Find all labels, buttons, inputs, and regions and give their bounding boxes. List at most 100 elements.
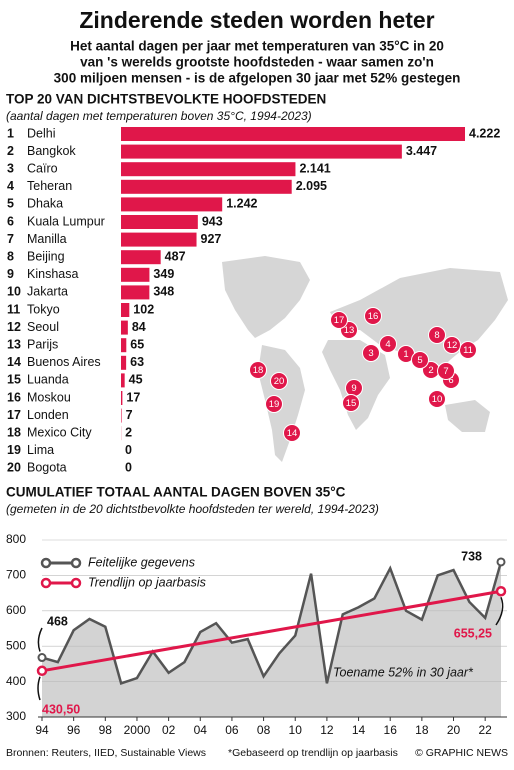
bar — [121, 321, 128, 335]
value-label: 943 — [202, 214, 223, 228]
rank: 1 — [7, 126, 14, 140]
rank: 3 — [7, 161, 14, 175]
rank: 17 — [7, 408, 21, 422]
value-label: 1.242 — [226, 197, 257, 211]
value-label: 17 — [126, 390, 140, 404]
city-label: Bogota — [27, 461, 67, 475]
x-tick-label: 04 — [194, 723, 208, 737]
actual-point — [498, 558, 505, 565]
rank: 2 — [7, 144, 14, 158]
x-tick-label: 94 — [35, 723, 49, 737]
city-label: Jakarta — [27, 285, 68, 299]
map-marker-label: 13 — [344, 325, 355, 336]
city-label: Parijs — [27, 337, 58, 351]
rank: 11 — [7, 302, 20, 316]
map-marker-label: 20 — [274, 376, 285, 387]
bar — [121, 268, 149, 282]
data-label: 655,25 — [454, 626, 492, 640]
line-title: CUMULATIEF TOTAAL AANTAL DAGEN BOVEN 35°… — [6, 485, 346, 500]
y-tick-label: 800 — [6, 532, 26, 546]
annotation: Toename 52% in 30 jaar* — [333, 665, 474, 679]
credit: © GRAPHIC NEWS — [415, 747, 508, 759]
city-label: Caïro — [27, 161, 58, 175]
bar — [121, 127, 465, 141]
bar — [121, 215, 198, 229]
rank: 13 — [7, 337, 21, 351]
map-marker-label: 18 — [253, 365, 264, 376]
data-label: 738 — [461, 549, 482, 563]
map-marker-label: 16 — [368, 311, 379, 322]
value-label: 7 — [126, 408, 133, 422]
value-label: 348 — [153, 285, 174, 299]
bar — [121, 145, 402, 159]
bar-subtitle: (aantal dagen met temperaturen boven 35°… — [6, 109, 312, 123]
city-label: Kinshasa — [27, 267, 78, 281]
subtitle: van 's werelds grootste hoofdsteden - wa… — [80, 55, 434, 70]
bar — [121, 233, 197, 247]
city-label: Moskou — [27, 390, 71, 404]
arrow — [38, 677, 40, 700]
city-label: Bangkok — [27, 144, 76, 158]
subtitle: Het aantal dagen per jaar met temperatur… — [70, 39, 444, 54]
x-tick-label: 10 — [289, 723, 303, 737]
y-tick-label: 600 — [6, 603, 26, 617]
trend-point — [38, 667, 46, 675]
value-label: 2 — [125, 425, 132, 439]
bar — [121, 356, 126, 370]
city-label: Teheran — [27, 179, 72, 193]
x-tick-label: 12 — [320, 723, 334, 737]
title: Zinderende steden worden heter — [79, 7, 434, 33]
rank: 8 — [7, 249, 14, 263]
rank: 18 — [7, 425, 21, 439]
rank: 15 — [7, 373, 21, 387]
x-tick-label: 20 — [447, 723, 461, 737]
footnote: *Gebaseerd op trendlijn op jaarbasis — [228, 747, 398, 759]
value-label: 45 — [129, 373, 143, 387]
value-label: 3.447 — [406, 144, 437, 158]
trend-point — [497, 587, 505, 595]
rank: 10 — [7, 285, 21, 299]
x-tick-label: 16 — [384, 723, 398, 737]
rank: 16 — [7, 390, 21, 404]
x-tick-label: 18 — [415, 723, 429, 737]
legend-swatch — [72, 559, 80, 567]
x-tick-label: 06 — [225, 723, 239, 737]
map-marker-label: 7 — [443, 366, 448, 377]
x-tick-label: 98 — [99, 723, 113, 737]
line-subtitle: (gemeten in de 20 dichtstbevolkte hoofds… — [6, 502, 379, 516]
rank: 4 — [7, 179, 14, 193]
value-label: 487 — [165, 249, 186, 263]
value-label: 2.141 — [299, 161, 330, 175]
rank: 19 — [7, 443, 21, 457]
map-marker-label: 8 — [434, 330, 439, 341]
legend-swatch — [72, 579, 80, 587]
bar — [121, 303, 129, 317]
map-marker-label: 17 — [334, 315, 345, 326]
map-marker-label: 2 — [428, 365, 433, 376]
rank: 12 — [7, 320, 21, 334]
map-marker-label: 19 — [269, 399, 280, 410]
x-tick-label: 22 — [478, 723, 492, 737]
map-marker-label: 1 — [403, 349, 408, 360]
map-marker-label: 5 — [417, 355, 422, 366]
data-label: 468 — [47, 614, 68, 628]
bar — [121, 285, 149, 299]
legend-swatch — [42, 579, 50, 587]
sources: Bronnen: Reuters, IIED, Sustainable View… — [6, 747, 206, 759]
x-tick-label: 14 — [352, 723, 366, 737]
rank: 14 — [7, 355, 21, 369]
city-label: Lima — [27, 443, 54, 457]
value-label: 102 — [133, 302, 154, 316]
city-label: Kuala Lumpur — [27, 214, 105, 228]
bar — [121, 197, 222, 211]
city-label: Beijing — [27, 249, 65, 263]
rank: 6 — [7, 214, 14, 228]
value-label: 0 — [125, 443, 132, 457]
city-label: Buenos Aires — [27, 355, 101, 369]
map-marker-label: 15 — [346, 398, 357, 409]
map-marker-label: 10 — [432, 394, 443, 405]
map-marker-label: 4 — [385, 339, 390, 350]
rank: 5 — [7, 197, 14, 211]
x-tick-label: 08 — [257, 723, 271, 737]
rank: 9 — [7, 267, 14, 281]
